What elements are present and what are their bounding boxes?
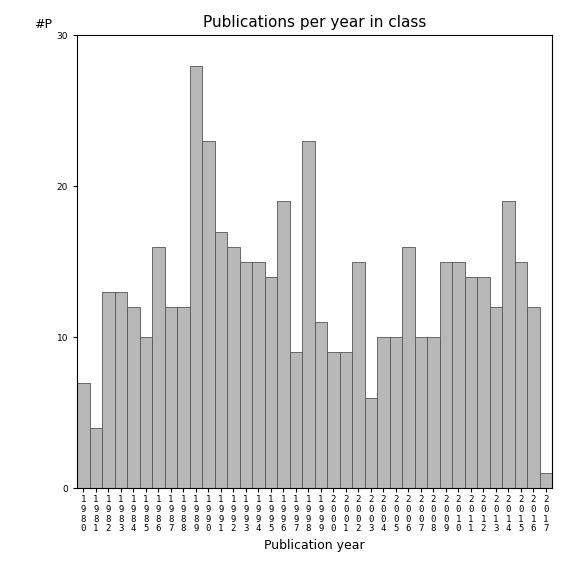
Bar (414, 337, 427, 488)
Bar (365, 398, 377, 488)
Bar (390, 337, 402, 488)
Bar (452, 262, 464, 488)
Bar (489, 307, 502, 488)
Bar (464, 277, 477, 488)
Bar (265, 277, 277, 488)
Bar (164, 307, 177, 488)
Bar (215, 232, 227, 488)
Bar (240, 262, 252, 488)
Bar (302, 141, 315, 488)
Bar (77, 383, 90, 488)
Bar (190, 66, 202, 488)
Bar (377, 337, 390, 488)
Bar (352, 262, 365, 488)
Bar (427, 337, 439, 488)
Bar (90, 428, 102, 488)
Text: #P: #P (35, 18, 53, 31)
Bar (340, 353, 352, 488)
Bar (290, 353, 302, 488)
Bar (439, 262, 452, 488)
X-axis label: Publication year: Publication year (264, 539, 365, 552)
Title: Publications per year in class: Publications per year in class (203, 15, 426, 30)
Bar (315, 322, 327, 488)
Bar (202, 141, 215, 488)
Bar (402, 247, 414, 488)
Bar (177, 307, 190, 488)
Bar (277, 201, 290, 488)
Bar (514, 262, 527, 488)
Bar (227, 247, 240, 488)
Bar (152, 247, 164, 488)
Bar (327, 353, 340, 488)
Bar (540, 473, 552, 488)
Bar (127, 307, 139, 488)
Bar (252, 262, 265, 488)
Bar (139, 337, 152, 488)
Bar (502, 201, 514, 488)
Bar (102, 292, 115, 488)
Bar (477, 277, 489, 488)
Bar (115, 292, 127, 488)
Bar (527, 307, 540, 488)
